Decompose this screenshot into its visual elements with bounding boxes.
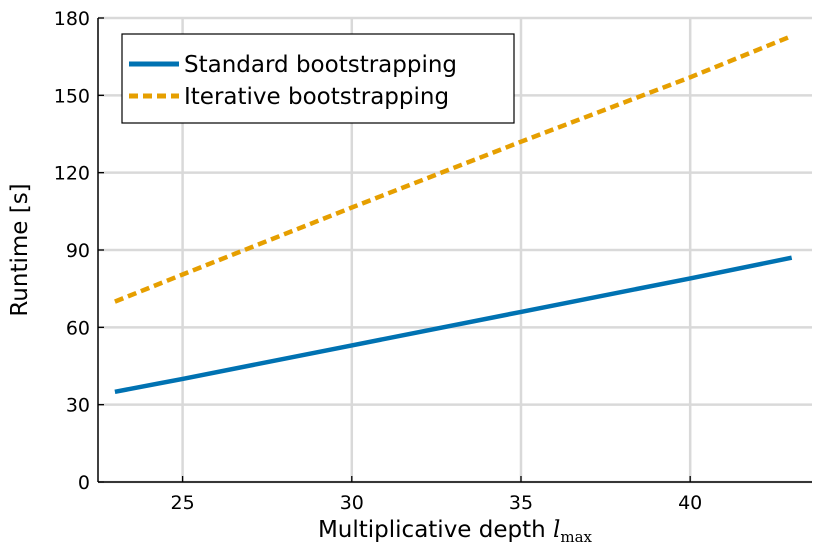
legend-label-standard: Standard bootstrapping: [184, 52, 457, 78]
series-lines: [114, 33, 793, 395]
series-line-standard: [114, 255, 793, 395]
x-axis-label-subscript: max: [560, 528, 592, 546]
y-tick-label-0: 0: [78, 472, 90, 494]
legend: Standard bootstrapping Iterative bootstr…: [121, 33, 515, 124]
y-tick-label-30: 30: [66, 395, 90, 417]
y-tick-label-60: 60: [66, 317, 90, 339]
x-tick-label-30: 30: [340, 492, 364, 514]
legend-label-iterative: Iterative bootstrapping: [184, 84, 449, 110]
series-line-iterative: [114, 33, 793, 304]
tick-labels: 0 30 60 90 120 150 180 25 30 35 40: [54, 8, 703, 514]
y-tick-label-120: 120: [54, 163, 90, 185]
axes: [97, 17, 812, 483]
y-tick-label-150: 150: [54, 85, 90, 107]
y-axis-label: Runtime [s]: [7, 183, 33, 316]
x-tick-label-40: 40: [678, 492, 702, 514]
x-axis-label: Multiplicative depth lmax: [318, 517, 593, 546]
y-tick-label-90: 90: [66, 240, 90, 262]
x-axis-label-text: Multiplicative depth: [318, 517, 553, 543]
legend-box: [121, 33, 515, 124]
x-tick-label-25: 25: [171, 492, 195, 514]
x-tick-label-35: 35: [509, 492, 533, 514]
y-tick-label-180: 180: [54, 8, 90, 30]
x-axis-label-math: l: [553, 517, 560, 543]
